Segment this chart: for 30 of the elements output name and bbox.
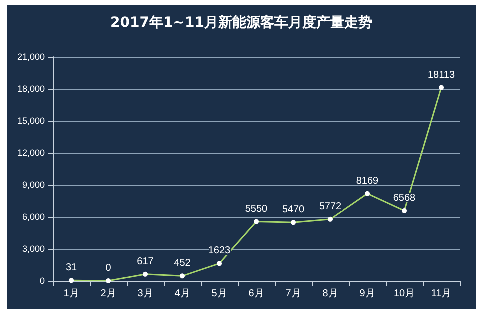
x-tick-label: 5月 (212, 288, 228, 300)
data-label: 617 (137, 256, 154, 268)
x-tick-label: 9月 (360, 288, 376, 300)
data-label: 18113 (428, 70, 456, 81)
data-label: 5470 (282, 204, 306, 216)
data-label: 452 (174, 258, 192, 270)
x-tick-label: 4月 (174, 288, 190, 300)
chart-title: 2017年1~11月新能源客车月度产量走势 (110, 14, 372, 31)
data-label: 8169 (356, 176, 380, 187)
y-tick-label: 9,000 (22, 180, 45, 190)
x-tick-label: 8月 (322, 288, 338, 300)
y-tick-label: 18,000 (17, 84, 45, 94)
x-tick-label: 3月 (138, 288, 154, 300)
data-label: 0 (106, 263, 112, 274)
y-tick-label: 12,000 (17, 148, 45, 158)
x-tick-label: 11月 (431, 288, 452, 300)
x-tick-label: 7月 (286, 288, 302, 300)
data-label: 5550 (245, 204, 268, 215)
y-tick-label: 0 (40, 276, 45, 286)
data-label: 1623 (208, 246, 232, 257)
x-tick-label: 10月 (394, 288, 416, 300)
y-tick-label: 6,000 (22, 212, 45, 222)
data-label: 5772 (319, 201, 342, 212)
x-tick-label: 2月 (100, 288, 116, 300)
x-tick-label: 6月 (248, 288, 264, 300)
x-tick-label: 1月 (64, 288, 80, 300)
data-label: 31 (66, 262, 78, 274)
y-tick-label: 21,000 (17, 52, 45, 62)
y-tick-label: 15,000 (17, 116, 45, 126)
y-tick-label: 3,000 (22, 244, 45, 254)
